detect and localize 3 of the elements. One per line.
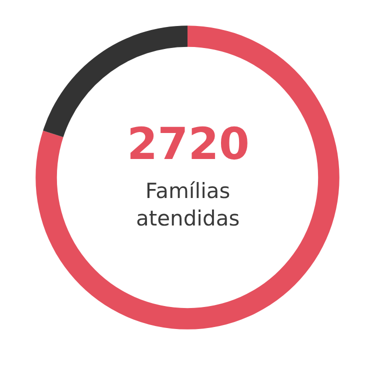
donut-slice: [36, 26, 340, 330]
text: Famílias atendidas: [136, 179, 240, 230]
text: 2720: [127, 119, 250, 170]
